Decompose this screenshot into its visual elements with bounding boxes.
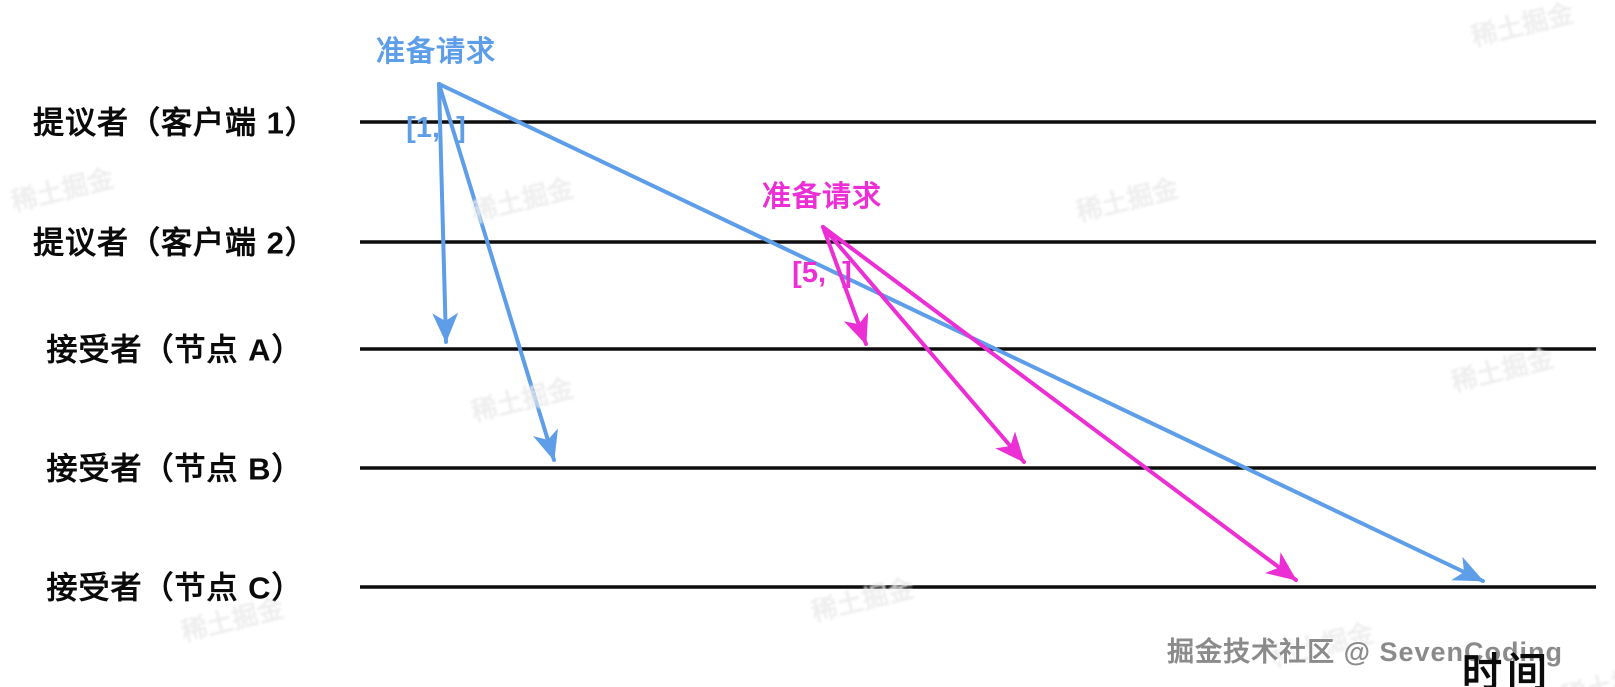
lane-lines — [360, 120, 1596, 589]
lane-label-acceptor-node-a: 接受者（节点 A） — [46, 332, 304, 368]
lane-label-proposer-client-2: 提议者（客户端 2） — [33, 225, 317, 261]
arrow-blue-to-node-a — [432, 82, 459, 344]
lane-label-proposer-client-1: 提议者（客户端 1） — [33, 105, 317, 141]
prepare-request-5-title: 准备请求 — [761, 181, 883, 213]
arrow-magenta-to-node-c — [821, 225, 1298, 582]
arrow-magenta-to-node-b — [821, 225, 1026, 464]
prepare-request-5-value: [5, ] — [792, 257, 852, 289]
prepare-request-5-annotation: 准备请求 [5, ] — [762, 145, 882, 325]
prepare-request-1-title: 准备请求 — [375, 36, 497, 68]
arrow-blue-to-node-b — [437, 82, 558, 462]
prepare-request-1-value: [1, ] — [406, 112, 466, 144]
arrow-magenta-to-node-a — [821, 225, 869, 346]
prepare-request-1-annotation: 准备请求 [1, ] — [376, 0, 496, 180]
credit-watermark: 掘金技术社区 @ SevenCoding — [1167, 637, 1563, 667]
lane-label-acceptor-node-b: 接受者（节点 B） — [46, 451, 304, 487]
lane-label-acceptor-node-c: 接受者（节点 C） — [46, 570, 304, 606]
time-axis-label: 时间 — [1462, 651, 1552, 687]
arrow-blue-to-node-c — [437, 82, 1485, 583]
message-arrows — [432, 82, 1485, 583]
